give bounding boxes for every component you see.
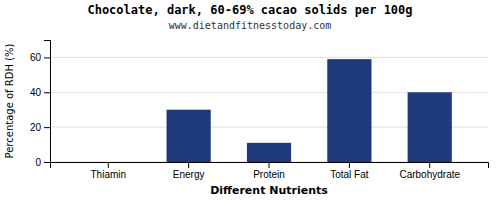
tick-label: Protein	[253, 169, 285, 180]
tick: Thiamin	[90, 162, 126, 180]
bar	[247, 143, 291, 162]
tick-label: 0	[35, 157, 41, 168]
tick-mark	[188, 162, 189, 168]
axis-line	[51, 163, 489, 169]
tick: Carbohydrate	[399, 162, 460, 180]
tick: Total Fat	[330, 162, 369, 180]
tick: Protein	[253, 162, 285, 180]
chart: Thiamin Energy Protein Total Fat Carbohydrat…	[0, 0, 500, 200]
bar	[167, 110, 211, 162]
tick-label: 60	[30, 52, 42, 63]
subtitle: www.dietandfitnesstoday.com	[169, 20, 332, 31]
bar	[327, 59, 371, 162]
tick: Energy	[173, 162, 205, 180]
tick-mark	[44, 162, 50, 163]
tick-mark	[108, 162, 109, 168]
tick: 20	[30, 122, 50, 133]
tick-label: Energy	[173, 169, 205, 180]
bar	[408, 92, 452, 162]
x-axis-title: Different Nutrients	[210, 184, 328, 197]
tick-label: Total Fat	[330, 169, 369, 180]
tick: 0	[35, 157, 50, 168]
bar	[86, 162, 130, 163]
grid-line	[50, 57, 488, 58]
tick-label: 40	[30, 87, 42, 98]
tick-label: Carbohydrate	[399, 169, 460, 180]
tick-mark	[44, 57, 50, 58]
y-axis-title: Percentage of RDH (%)	[4, 43, 15, 158]
tick-label: 20	[30, 122, 42, 133]
x-axis: Thiamin Energy Protein Total Fat Carbohydrat…	[51, 162, 489, 180]
title: Chocolate, dark, 60-69% cacao solids per…	[87, 3, 412, 17]
tick: 60	[30, 52, 50, 63]
tick-mark	[269, 162, 270, 168]
tick-label: Thiamin	[90, 169, 126, 180]
tick-mark	[349, 162, 350, 168]
plot-area	[167, 59, 452, 162]
y-axis: 0 20 40 60	[30, 41, 51, 168]
tick: 40	[30, 87, 50, 98]
tick-mark	[44, 92, 50, 93]
grid	[50, 57, 488, 162]
axis-line	[44, 41, 51, 163]
tick-mark	[44, 127, 50, 128]
tick-mark	[429, 162, 430, 168]
